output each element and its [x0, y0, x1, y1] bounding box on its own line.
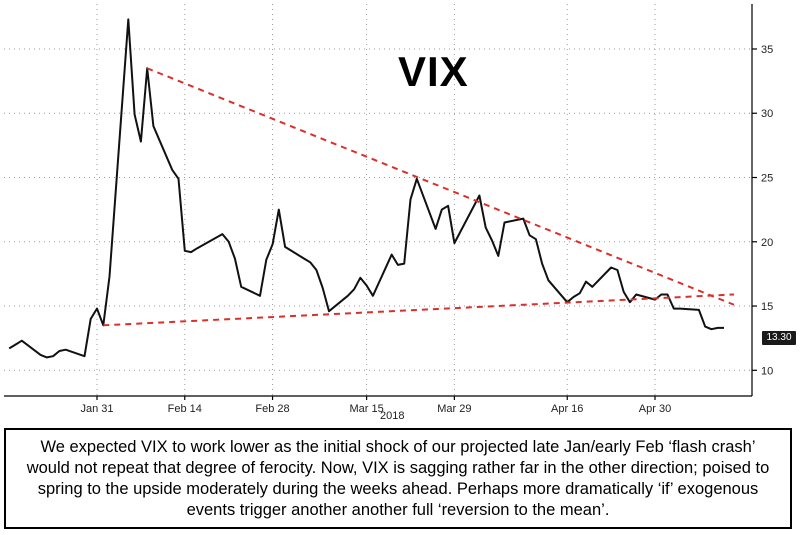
- x-tick-label: Mar 29: [437, 403, 471, 415]
- x-tick-label: Mar 15: [349, 403, 383, 415]
- y-tick-label: 30: [761, 108, 773, 120]
- chart-area: 10 15 20 25 30 35 Jan 31 Feb 14 Feb 28 Mar 15 Mar …: [4, 4, 796, 422]
- x-tick-label: Feb 28: [255, 403, 289, 415]
- y-tick-label: 25: [761, 173, 773, 185]
- vix-series-line: [8, 18, 724, 359]
- y-tick-label: 15: [761, 301, 773, 313]
- y-tick-label: 20: [761, 237, 773, 249]
- caption-box: We expected VIX to work lower as the ini…: [4, 428, 792, 529]
- lower-trendline: [103, 293, 735, 327]
- x-tick-label: Feb 14: [168, 403, 202, 415]
- vix-line-chart: 10 15 20 25 30 35 Jan 31 Feb 14 Feb 28 Mar 15 Mar …: [4, 4, 773, 415]
- upper-trendline: [146, 67, 735, 306]
- chart-title: VIX: [398, 48, 469, 95]
- x-tick-label: Jan 31: [80, 403, 113, 415]
- last-value-badge: 13.30: [762, 331, 796, 345]
- x-tick-label: Apr 16: [551, 403, 583, 415]
- caption-text: We expected VIX to work lower as the ini…: [26, 437, 770, 519]
- x-tick-label: Apr 30: [639, 403, 671, 415]
- y-tick-label: 35: [761, 44, 773, 56]
- y-tick-label: 10: [761, 365, 773, 377]
- year-label: 2018: [380, 410, 405, 422]
